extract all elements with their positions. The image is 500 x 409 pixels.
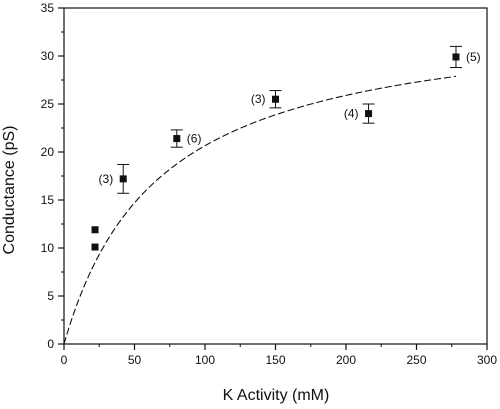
sample-size-label: (3) xyxy=(251,92,266,106)
x-axis-title: K Activity (mM) xyxy=(223,387,330,404)
data-point-group xyxy=(91,226,99,234)
y-axis-title: Conductance (pS) xyxy=(1,126,18,255)
data-point-marker xyxy=(173,135,181,143)
y-tick-label: 20 xyxy=(41,145,55,159)
x-tick-label: 150 xyxy=(265,353,285,367)
data-point-group: (3) xyxy=(99,163,130,194)
x-tick-label: 0 xyxy=(61,353,68,367)
y-tick-label: 35 xyxy=(41,1,55,15)
y-tick-label: 10 xyxy=(41,241,55,255)
data-point-marker xyxy=(365,110,373,118)
data-points-layer: (3) (6) (3) (4) (5) xyxy=(91,45,481,251)
data-point-marker xyxy=(452,53,460,61)
y-tick-label: 0 xyxy=(47,337,54,351)
data-point-group: (4) xyxy=(344,103,375,124)
x-tick-label: 300 xyxy=(477,353,497,367)
data-point-group: (3) xyxy=(251,90,282,109)
sample-size-label: (4) xyxy=(344,107,359,121)
data-point-marker xyxy=(91,243,99,251)
data-point-group: (6) xyxy=(170,129,202,148)
y-tick-label: 25 xyxy=(41,97,55,111)
y-tick-label: 15 xyxy=(41,193,55,207)
data-point-marker xyxy=(91,226,99,234)
data-point-marker xyxy=(119,175,127,183)
axes: 0 50 100 150 200 250 300 0 5 10 15 20 25 30 35 xyxy=(41,1,498,367)
x-tick-label: 200 xyxy=(336,353,356,367)
y-tick-label: 30 xyxy=(41,49,55,63)
x-tick-label: 50 xyxy=(128,353,142,367)
data-point-group xyxy=(91,243,99,251)
y-tick-label: 5 xyxy=(47,289,54,303)
data-point-marker xyxy=(272,95,279,103)
x-tick-label: 100 xyxy=(195,353,215,367)
sample-size-label: (5) xyxy=(466,50,481,64)
plot-frame xyxy=(63,7,488,345)
fit-curve-layer xyxy=(63,75,457,345)
sample-size-label: (3) xyxy=(99,172,114,186)
data-point-group: (5) xyxy=(449,45,481,69)
fit-curve xyxy=(63,75,457,345)
sample-size-label: (6) xyxy=(187,132,202,146)
x-tick-label: 250 xyxy=(406,353,426,367)
